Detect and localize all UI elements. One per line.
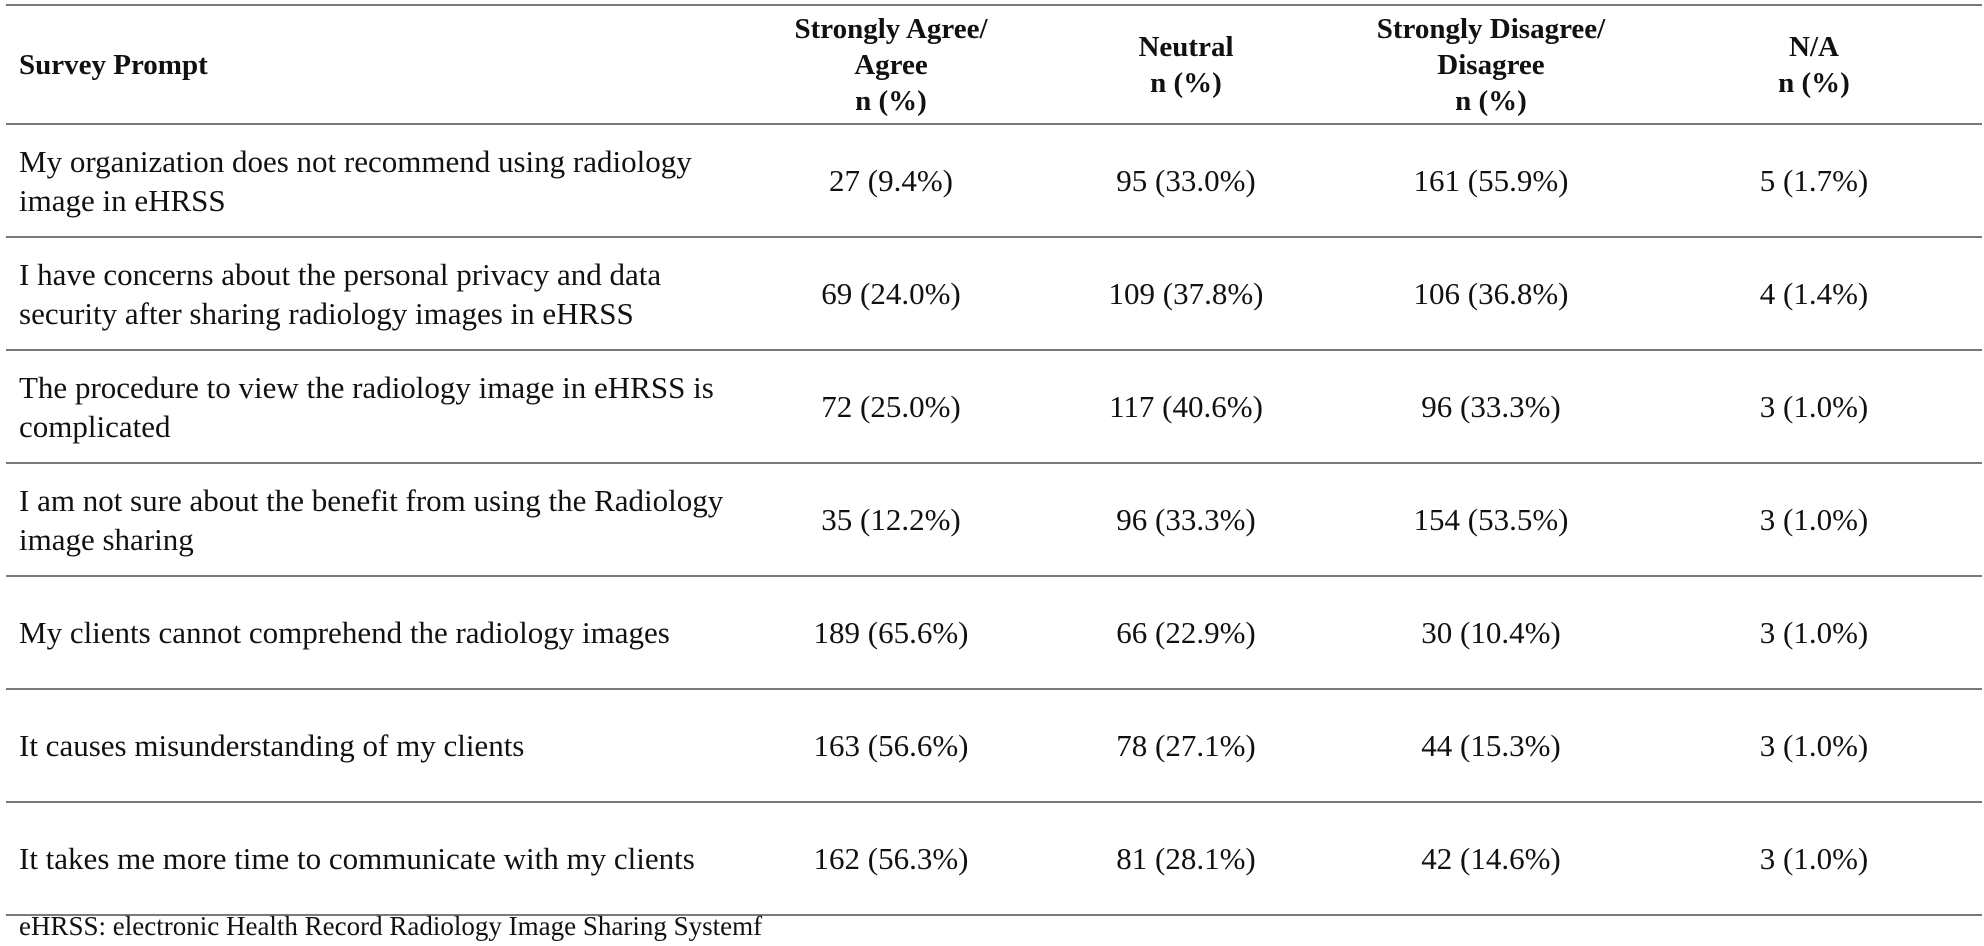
header-line: Agree	[854, 48, 928, 81]
table-row: I have concerns about the personal priva…	[6, 237, 1982, 351]
table-row: It causes misunderstanding of my clients…	[6, 689, 1982, 803]
disagree-cell: 96 (33.3%)	[1336, 350, 1646, 464]
header-line: n (%)	[855, 84, 927, 117]
neutral-cell: 78 (27.1%)	[1036, 689, 1336, 803]
agree-cell: 35 (12.2%)	[746, 463, 1036, 577]
disagree-cell: 42 (14.6%)	[1336, 802, 1646, 916]
na-cell: 4 (1.4%)	[1646, 237, 1982, 351]
table-body: My organization does not recommend using…	[6, 124, 1982, 916]
disagree-cell: 44 (15.3%)	[1336, 689, 1646, 803]
survey-prompt-cell: The procedure to view the radiology imag…	[6, 350, 746, 464]
na-cell: 5 (1.7%)	[1646, 124, 1982, 238]
agree-cell: 72 (25.0%)	[746, 350, 1036, 464]
neutral-cell: 109 (37.8%)	[1036, 237, 1336, 351]
agree-cell: 189 (65.6%)	[746, 576, 1036, 690]
survey-prompt-cell: I have concerns about the personal priva…	[6, 237, 746, 351]
na-cell: 3 (1.0%)	[1646, 802, 1982, 916]
table-row: The procedure to view the radiology imag…	[6, 350, 1982, 464]
header-line: n (%)	[1778, 66, 1850, 99]
table-row: My organization does not recommend using…	[6, 124, 1982, 238]
na-cell: 3 (1.0%)	[1646, 689, 1982, 803]
na-cell: 3 (1.0%)	[1646, 350, 1982, 464]
agree-cell: 69 (24.0%)	[746, 237, 1036, 351]
table-row: It takes me more time to communicate wit…	[6, 802, 1982, 916]
header-line: Neutral	[1138, 30, 1234, 63]
header-na: N/A n (%)	[1646, 4, 1982, 125]
table-row: I am not sure about the benefit from usi…	[6, 463, 1982, 577]
survey-table: Survey Prompt Strongly Agree/ Agree n (%…	[6, 4, 1982, 916]
na-cell: 3 (1.0%)	[1646, 463, 1982, 577]
header-line: Strongly Agree/	[794, 12, 988, 45]
table-footnote: eHRSS: electronic Health Record Radiolog…	[19, 911, 763, 941]
table-row: My clients cannot comprehend the radiolo…	[6, 576, 1982, 690]
survey-prompt-cell: I am not sure about the benefit from usi…	[6, 463, 746, 577]
survey-prompt-cell: It takes me more time to communicate wit…	[6, 802, 746, 916]
header-strongly-disagree: Strongly Disagree/ Disagree n (%)	[1336, 4, 1646, 125]
header-row: Survey Prompt Strongly Agree/ Agree n (%…	[6, 4, 1982, 125]
table-header: Survey Prompt Strongly Agree/ Agree n (%…	[6, 4, 1982, 125]
neutral-cell: 117 (40.6%)	[1036, 350, 1336, 464]
na-cell: 3 (1.0%)	[1646, 576, 1982, 690]
neutral-cell: 81 (28.1%)	[1036, 802, 1336, 916]
neutral-cell: 96 (33.3%)	[1036, 463, 1336, 577]
survey-table-container: Survey Prompt Strongly Agree/ Agree n (%…	[6, 4, 1982, 916]
neutral-cell: 66 (22.9%)	[1036, 576, 1336, 690]
survey-prompt-cell: My clients cannot comprehend the radiolo…	[6, 576, 746, 690]
agree-cell: 163 (56.6%)	[746, 689, 1036, 803]
header-strongly-agree: Strongly Agree/ Agree n (%)	[746, 4, 1036, 125]
header-neutral: Neutral n (%)	[1036, 4, 1336, 125]
header-line: n (%)	[1150, 66, 1222, 99]
header-line: Strongly Disagree/	[1376, 12, 1606, 45]
survey-prompt-cell: My organization does not recommend using…	[6, 124, 746, 238]
survey-prompt-cell: It causes misunderstanding of my clients	[6, 689, 746, 803]
disagree-cell: 106 (36.8%)	[1336, 237, 1646, 351]
header-line: Disagree	[1437, 48, 1545, 81]
disagree-cell: 30 (10.4%)	[1336, 576, 1646, 690]
agree-cell: 162 (56.3%)	[746, 802, 1036, 916]
disagree-cell: 154 (53.5%)	[1336, 463, 1646, 577]
agree-cell: 27 (9.4%)	[746, 124, 1036, 238]
header-line: N/A	[1789, 30, 1839, 63]
header-survey-prompt: Survey Prompt	[6, 4, 746, 125]
header-line: n (%)	[1455, 84, 1527, 117]
disagree-cell: 161 (55.9%)	[1336, 124, 1646, 238]
header-line: Survey Prompt	[19, 48, 208, 81]
neutral-cell: 95 (33.0%)	[1036, 124, 1336, 238]
